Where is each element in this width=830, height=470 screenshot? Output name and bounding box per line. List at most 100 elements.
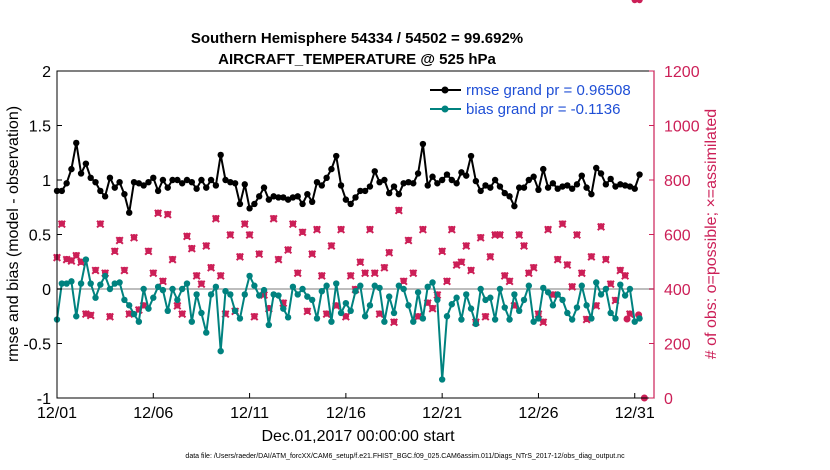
obs-assimilated-marker: [356, 258, 365, 267]
obs-assimilated-marker: [86, 311, 95, 320]
bias-point: [265, 321, 273, 329]
bias-point: [241, 291, 248, 298]
rmse-point: [544, 184, 552, 191]
rmse-point: [520, 184, 528, 191]
rmse-point: [443, 171, 451, 178]
obs-assimilated-marker: [486, 252, 495, 261]
rmse-point: [236, 200, 244, 208]
obs-assimilated-marker: [568, 282, 577, 291]
obs-assimilated-marker: [312, 225, 321, 234]
obs-assimilated-marker: [495, 231, 504, 240]
obs-assimilated-marker: [110, 247, 119, 256]
rmse-point: [58, 187, 66, 195]
bias-point: [395, 282, 403, 289]
y-right-tick-label: 1200: [664, 64, 700, 81]
y-right-tick-label: 200: [664, 337, 691, 354]
bias-point: [251, 282, 258, 289]
chart-title: Southern Hemisphere 54334 / 54502 = 99.6…: [191, 30, 523, 47]
bias-point: [328, 318, 335, 325]
x-tick-label: 12/26: [518, 405, 558, 422]
bias-point: [121, 296, 128, 304]
obs-assimilated-marker: [390, 318, 399, 327]
obs-assimilated-marker: [529, 263, 538, 272]
obs-assimilated-marker: [235, 252, 244, 261]
rmse-point: [511, 202, 518, 210]
rmse-point: [217, 151, 224, 159]
obs-assimilated-marker: [130, 233, 139, 242]
obs-assimilated-marker: [125, 310, 134, 319]
obs-assimilated-marker: [409, 269, 418, 278]
bias-point: [636, 315, 643, 322]
bias-point: [357, 282, 364, 289]
rmse-point: [621, 182, 629, 189]
obs-assimilated-marker: [105, 312, 114, 321]
obs-assimilated-marker: [563, 261, 572, 270]
rmse-point: [631, 185, 638, 192]
rmse-point: [164, 184, 171, 191]
rmse-point: [453, 180, 460, 187]
bias-point: [361, 313, 369, 320]
rmse-point: [602, 181, 610, 188]
bias-point: [496, 285, 504, 293]
rmse-point: [256, 193, 263, 200]
obs-assimilated-marker: [442, 277, 451, 286]
rmse-point: [405, 178, 412, 186]
obs-assimilated-marker: [226, 231, 235, 240]
legend-box: [427, 75, 651, 123]
obs-assimilated-marker: [173, 301, 182, 310]
obs-assimilated-marker: [385, 248, 394, 257]
bias-point: [588, 315, 595, 322]
bias-point: [111, 280, 118, 287]
obs-count-layer: [54, 0, 648, 402]
y-left-tick-label: -1: [37, 391, 51, 408]
chart-subtitle: AIRCRAFT_TEMPERATURE @ 525 hPa: [218, 51, 496, 68]
obs-assimilated-marker: [182, 232, 191, 241]
bias-series: [53, 256, 643, 383]
rmse-point: [328, 165, 335, 173]
bias-point: [193, 291, 200, 298]
bias-point: [626, 285, 634, 293]
rmse-point: [121, 190, 128, 198]
y-left-tick-label: 1: [42, 173, 51, 190]
bias-point: [535, 315, 542, 322]
obs-assimilated-marker: [284, 246, 293, 255]
legend: rmse grand pr = 0.96508 bias grand pr = …: [427, 75, 651, 123]
legend-marker-bias: [441, 105, 449, 113]
bias-point: [424, 283, 431, 291]
obs-assimilated-marker: [457, 258, 466, 267]
rmse-point: [472, 177, 480, 185]
rmse-point: [188, 178, 196, 186]
bias-point: [145, 305, 152, 312]
plot-area: [57, 71, 654, 398]
obs-assimilated-marker: [269, 214, 278, 223]
bias-point: [318, 287, 325, 295]
rmse-point: [419, 140, 427, 148]
obs-assimilated-marker: [558, 220, 567, 229]
bias-point: [564, 309, 571, 317]
bias-point: [342, 299, 350, 307]
bias-point: [169, 285, 176, 293]
rmse-point: [140, 182, 147, 189]
rmse-point: [183, 176, 191, 184]
bias-point: [448, 301, 455, 308]
bias-point: [212, 283, 220, 291]
bias-point: [593, 279, 600, 286]
obs-assimilated-marker: [120, 266, 129, 275]
rmse-point: [506, 193, 513, 200]
bias-point: [116, 279, 123, 286]
rmse-point: [414, 170, 422, 177]
y-axis-right: 0 200 400 600 800 1000 1200: [649, 64, 700, 408]
rmse-point: [227, 178, 234, 186]
obs-assimilated-marker: [621, 271, 630, 280]
obs-assimilated-marker: [207, 263, 216, 272]
bias-point: [390, 309, 398, 317]
obs-assimilated-marker: [447, 225, 456, 234]
bias-point: [554, 291, 561, 298]
rmse-series: [53, 139, 643, 216]
legend-marker-rmse: [441, 86, 449, 94]
bias-point: [631, 318, 638, 325]
bias-point: [506, 316, 513, 323]
obs-assimilated-marker: [365, 225, 374, 234]
obs-assimilated-marker: [481, 312, 490, 321]
y-left-tick-label: 0.5: [29, 228, 51, 245]
